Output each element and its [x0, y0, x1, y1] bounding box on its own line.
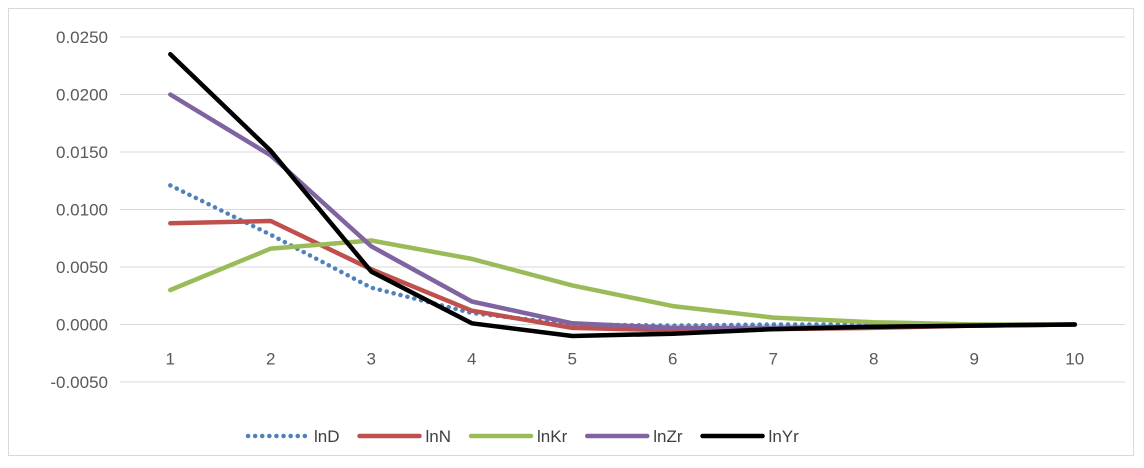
legend[interactable]: lnD lnN lnKr lnZr lnYr [245, 427, 800, 446]
series-line-lnd [168, 183, 1078, 328]
series-lines [168, 52, 1078, 339]
x-tick-label: 3 [367, 350, 376, 369]
x-tick-label: 4 [467, 350, 476, 369]
legend-label: lnD [314, 427, 340, 446]
x-tick-label: 5 [568, 350, 577, 369]
y-tick-label: 0.0200 [56, 86, 108, 105]
x-axis-tick-labels: 1 2 3 4 5 6 7 8 9 10 [166, 350, 1085, 369]
x-tick-label: 9 [970, 350, 979, 369]
y-axis-tick-labels: 0.0250 0.0200 0.0150 0.0100 0.0050 0.0000 -0.0… [50, 28, 108, 392]
series-line-lnn [168, 218, 1078, 333]
x-tick-label: 10 [1065, 350, 1084, 369]
series-line-lnyr [168, 52, 1078, 339]
legend-label: lnZr [653, 427, 683, 446]
legend-item-lnd[interactable]: lnD [245, 427, 340, 446]
x-tick-label: 8 [869, 350, 878, 369]
y-tick-label: 0.0000 [56, 316, 108, 335]
series-line-lnkr [168, 238, 1078, 327]
legend-label: lnN [426, 427, 452, 446]
legend-item-lnn[interactable]: lnN [357, 427, 452, 446]
series-line-lnzr [168, 92, 1078, 331]
y-tick-label: 0.0150 [56, 143, 108, 162]
x-tick-label: 6 [668, 350, 677, 369]
y-tick-label: 0.0050 [56, 258, 108, 277]
x-tick-label: 2 [266, 350, 275, 369]
chart-frame [8, 8, 1134, 456]
y-tick-label: 0.0250 [56, 28, 108, 47]
x-tick-label: 7 [769, 350, 778, 369]
legend-item-lnyr[interactable]: lnYr [700, 427, 800, 446]
x-tick-label: 1 [166, 350, 175, 369]
y-tick-label: 0.0100 [56, 201, 108, 220]
legend-label: lnYr [769, 427, 800, 446]
legend-item-lnzr[interactable]: lnZr [585, 427, 683, 446]
legend-label: lnKr [537, 427, 568, 446]
y-tick-label: -0.0050 [50, 373, 108, 392]
legend-item-lnkr[interactable]: lnKr [468, 427, 568, 446]
